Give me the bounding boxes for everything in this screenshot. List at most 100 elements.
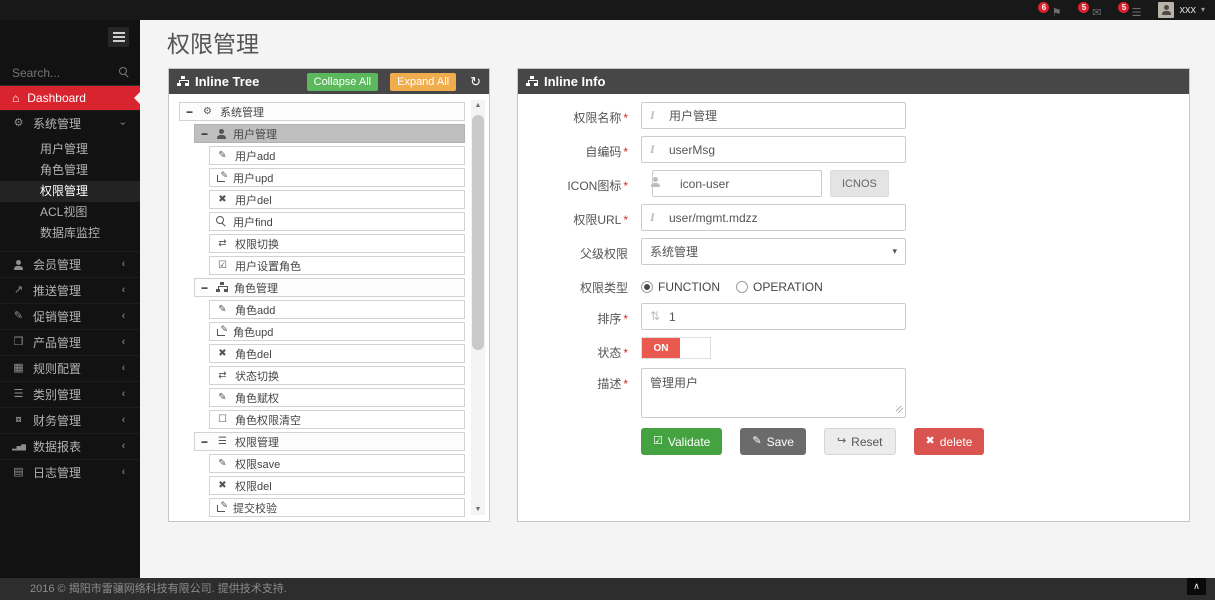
expand-all-button[interactable]: Expand All	[390, 72, 457, 91]
function-radio[interactable]	[641, 280, 653, 293]
sidebar-subitem-roles[interactable]: 角色管理	[40, 163, 89, 177]
sidebar-item-members[interactable]: 会员管理	[0, 251, 140, 277]
inline-tree-panel: Inline Tree Collapse All Expand All 系统管理…	[168, 68, 490, 522]
sidebar-item-categories[interactable]: 类别管理	[0, 381, 140, 407]
sidebar-item-finance[interactable]: 财务管理	[0, 407, 140, 433]
scrollbar-thumb[interactable]	[472, 115, 484, 350]
tree-node[interactable]: 角色赋权	[209, 388, 465, 407]
parent-select[interactable]: 系统管理	[641, 238, 906, 265]
collapse-minus-icon[interactable]	[201, 128, 210, 140]
collapse-minus-icon[interactable]	[186, 106, 195, 118]
footer-text: 2016 © 揭阳市雷骧网络科技有限公司. 提供技术支持.	[30, 583, 287, 595]
reset-button[interactable]: ↪ Reset	[823, 428, 896, 455]
tree-node-label: 角色权限清空	[235, 414, 301, 427]
sidebar-item-system[interactable]: 系统管理	[0, 110, 140, 136]
tree-node-selected[interactable]: 用户管理	[194, 124, 465, 143]
tree-body: 系统管理 用户管理 用户add 用户upd 用户del 用户find	[169, 94, 489, 521]
collapse-minus-icon[interactable]	[201, 436, 210, 448]
sidebar-subitem-users[interactable]: 用户管理	[40, 142, 89, 156]
flag-icon	[1052, 8, 1062, 19]
messages-menu[interactable]: 6	[1038, 1, 1062, 19]
collapse-minus-icon[interactable]	[201, 282, 210, 294]
collapse-all-button[interactable]: Collapse All	[306, 72, 379, 91]
tree-scrollbar[interactable]: ▲ ▼	[471, 100, 485, 515]
icnos-button[interactable]: ICNOS	[830, 170, 889, 197]
name-field[interactable]	[641, 102, 906, 129]
chevron-down-icon	[1201, 6, 1205, 14]
validate-button[interactable]: Validate	[641, 428, 723, 455]
tree-node-label: 权限del	[235, 480, 272, 493]
retweet-icon	[216, 371, 229, 381]
sidebar-item-push[interactable]: 推送管理	[0, 277, 140, 303]
user-menu[interactable]: xxx	[1158, 2, 1205, 18]
tree-node[interactable]: 用户add	[209, 146, 465, 165]
notifications-badge: 5	[1078, 1, 1090, 13]
refresh-icon[interactable]	[470, 75, 481, 88]
sidebar-item-label: 促销管理	[33, 310, 82, 324]
check-square-icon	[216, 261, 229, 271]
tree-node[interactable]: 权限del	[209, 476, 465, 495]
scroll-down-icon[interactable]: ▼	[474, 506, 482, 513]
tree-node[interactable]: 角色权限清空	[209, 410, 465, 429]
tree-node[interactable]: 角色upd	[209, 322, 465, 341]
desc-field[interactable]: 管理用户	[641, 368, 906, 418]
tree-node[interactable]: 提交校验	[209, 498, 465, 517]
type-label: 权限类型	[579, 281, 628, 295]
sidebar-item-dashboard[interactable]: Dashboard	[0, 86, 140, 110]
sidebar-subitem-acl[interactable]: ACL视图	[40, 205, 88, 219]
tasks-menu[interactable]: 5	[1118, 1, 1142, 19]
chevron-left-icon	[117, 389, 130, 400]
search-input[interactable]	[10, 64, 119, 81]
tree-node-label: 权限切换	[235, 238, 279, 251]
search-icon[interactable]	[119, 67, 130, 78]
sidebar-item-label: 数据报表	[33, 440, 82, 454]
tree-node[interactable]: 用户upd	[209, 168, 465, 187]
tree-node[interactable]: 权限管理	[194, 432, 465, 451]
form-row-type: 权限类型 FUNCTION OPERATION	[518, 272, 1189, 296]
sidebar-item-reports[interactable]: 数据报表	[0, 433, 140, 459]
tree-node[interactable]: 权限切换	[209, 234, 465, 253]
resize-handle[interactable]	[896, 406, 903, 413]
chevron-left-icon	[117, 285, 130, 296]
tree-node-label: 权限管理	[235, 436, 279, 449]
messages-badge: 6	[1038, 1, 1050, 13]
text-cursor-icon: I	[650, 108, 655, 122]
tree-node[interactable]: 角色管理	[194, 278, 465, 297]
chart-icon	[12, 441, 25, 452]
sidebar-item-products[interactable]: 产品管理	[0, 329, 140, 355]
tree-node[interactable]: 系统管理	[179, 102, 465, 121]
tree-node[interactable]: 角色add	[209, 300, 465, 319]
icon-field[interactable]	[652, 170, 822, 197]
sort-field[interactable]	[641, 303, 906, 330]
tree-node[interactable]: 角色del	[209, 344, 465, 363]
tree-node[interactable]: 用户find	[209, 212, 465, 231]
desc-label: 描述	[518, 368, 628, 418]
code-field[interactable]	[641, 136, 906, 163]
tree-node[interactable]: 用户del	[209, 190, 465, 209]
form-row-name: 权限名称 I	[518, 102, 1189, 129]
sidebar-item-rules[interactable]: 规则配置	[0, 355, 140, 381]
notifications-menu[interactable]: 5	[1078, 1, 1102, 19]
status-toggle[interactable]: ON	[641, 337, 711, 359]
sidebar-item-promotion[interactable]: 促销管理	[0, 303, 140, 329]
tree-node[interactable]: 用户设置角色	[209, 256, 465, 275]
tree-node[interactable]: 状态切换	[209, 366, 465, 385]
tree-node[interactable]: 权限save	[209, 454, 465, 473]
operation-radio-label[interactable]: OPERATION	[753, 279, 823, 294]
back-to-top-button[interactable]	[1187, 578, 1206, 595]
code-label: 自编码	[518, 136, 628, 163]
list-icon	[12, 389, 25, 400]
envelope-icon	[1092, 8, 1101, 19]
scroll-up-icon[interactable]: ▲	[474, 102, 482, 109]
sidebar-toggle-button[interactable]	[108, 27, 129, 47]
sidebar-subitem-permissions[interactable]: 权限管理	[0, 181, 140, 202]
caret-down-icon	[892, 247, 897, 256]
url-field[interactable]	[641, 204, 906, 231]
delete-button[interactable]: delete	[913, 428, 985, 455]
sidebar-subitem-db-monitor[interactable]: 数据库监控	[40, 226, 101, 240]
save-button[interactable]: Save	[740, 428, 806, 455]
function-radio-label[interactable]: FUNCTION	[658, 279, 720, 294]
operation-radio[interactable]	[736, 280, 748, 293]
x-icon	[216, 481, 229, 491]
sidebar-item-logs[interactable]: 日志管理	[0, 459, 140, 485]
